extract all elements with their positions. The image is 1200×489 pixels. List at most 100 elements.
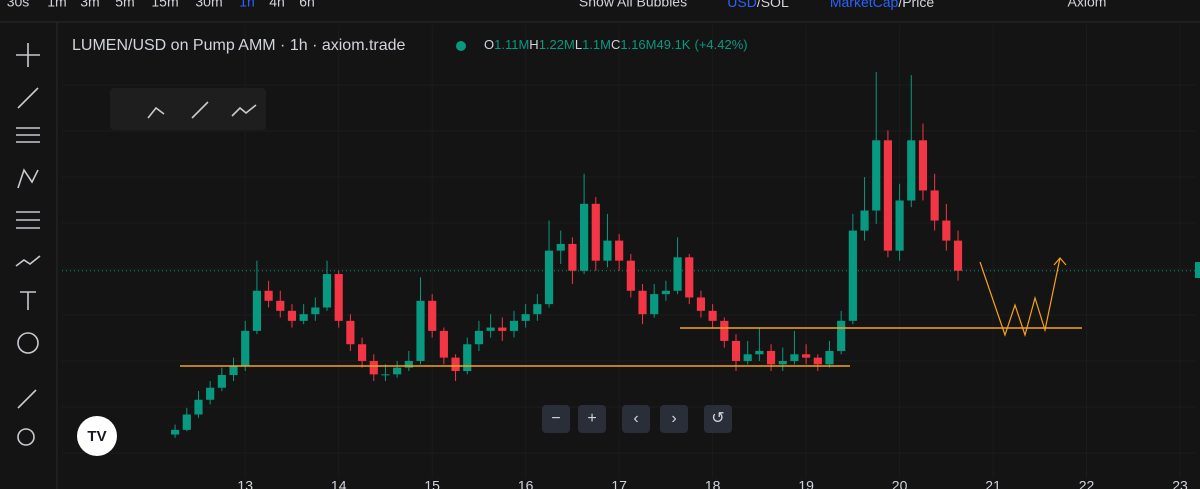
control-button[interactable]	[704, 405, 732, 433]
emoji-tool[interactable]	[17, 332, 39, 354]
interval-button[interactable]: 30m	[195, 0, 222, 10]
candle-body	[907, 140, 916, 201]
ohlc-label: H	[529, 37, 538, 52]
x-tick-label: 17	[611, 478, 627, 489]
mode-other: Price	[902, 0, 934, 10]
candle-body	[731, 340, 741, 361]
candle-body	[357, 344, 367, 361]
candle-body	[953, 240, 963, 271]
control-label[interactable]: ›	[671, 410, 676, 427]
candle-body	[334, 274, 343, 321]
crosshair-tool[interactable]	[16, 43, 40, 67]
drawings	[180, 257, 1082, 367]
x-tick-label: 19	[798, 478, 814, 489]
mode-toggle[interactable]: MarketCap/Price	[830, 0, 934, 10]
control-button[interactable]	[542, 405, 570, 433]
ohlc-values: O1.11MH1.22ML1.1MC1.16M49.1K (+4.42%)	[484, 37, 748, 52]
candle-body	[883, 140, 893, 251]
control-button[interactable]	[622, 405, 650, 433]
interval-button[interactable]: 15m	[151, 0, 178, 10]
candle-body	[182, 414, 191, 430]
candle-body	[463, 344, 472, 372]
x-tick-label: 21	[985, 478, 1001, 489]
candle-body	[790, 354, 799, 361]
x-tick-label: 22	[1079, 478, 1095, 489]
candle-body	[872, 140, 881, 211]
candle-body	[837, 320, 846, 351]
control-button[interactable]	[578, 405, 606, 433]
candle-body	[942, 220, 951, 241]
candle-body	[848, 230, 857, 321]
legend: LUMEN/USD on Pump AMM · 1h · axiom.trade…	[72, 37, 748, 54]
candle-body	[194, 399, 203, 415]
candle-body	[673, 257, 682, 291]
x-tick-label: 23	[1172, 478, 1188, 489]
candle-body	[217, 375, 226, 388]
candle-body	[252, 290, 261, 331]
drawing-toolbar	[110, 88, 266, 130]
interval-button[interactable]: 4h	[269, 0, 285, 10]
line-tool[interactable]	[17, 87, 39, 109]
candle-body	[474, 330, 484, 345]
interval-button[interactable]: 3m	[80, 0, 99, 10]
candle-body	[580, 203, 589, 271]
currency-active: USD	[727, 0, 757, 10]
zoom-controls: − + ‹ › ↺	[542, 405, 732, 433]
candle-body	[451, 357, 460, 372]
candle-body	[591, 203, 600, 261]
candle-body	[685, 257, 694, 298]
candle-body	[626, 260, 635, 291]
pattern-tool[interactable]	[17, 168, 39, 189]
interval-button[interactable]: 30s	[7, 0, 30, 10]
x-tick-label: 18	[705, 478, 721, 489]
ohlc-value: 1.16M	[620, 37, 656, 52]
control-label[interactable]: −	[551, 410, 560, 427]
candle-body	[802, 354, 811, 358]
interval-button[interactable]: 1h	[239, 0, 255, 10]
candle-body	[860, 210, 869, 231]
ohlc-label: C	[611, 37, 620, 52]
zoom-tool[interactable]	[17, 428, 35, 446]
candle-body	[696, 297, 706, 311]
candle-body	[918, 140, 928, 191]
control-label[interactable]: ‹	[633, 410, 638, 427]
tv-logo[interactable]	[77, 416, 117, 456]
ohlc-label: L	[575, 37, 582, 52]
text-tool[interactable]	[20, 291, 36, 310]
x-tick-label: 15	[424, 478, 440, 489]
candle-body	[544, 250, 554, 305]
candle-body	[381, 374, 390, 376]
currency-toggle[interactable]: USD/SOL	[727, 0, 789, 10]
interval-button[interactable]: 1m	[47, 0, 66, 10]
candle-body	[521, 314, 530, 321]
ohlc-value: 1.22M	[539, 37, 575, 52]
candle-body	[615, 240, 624, 261]
fib-tool[interactable]	[16, 127, 40, 143]
layout-name[interactable]: Axiom	[1068, 0, 1107, 10]
brush-tool[interactable]	[15, 255, 41, 267]
forecast-tool[interactable]	[16, 211, 40, 229]
candle-body	[930, 190, 939, 221]
candle-body	[299, 314, 308, 321]
price-marker	[1195, 262, 1200, 278]
candle-body	[638, 290, 647, 315]
control-label[interactable]: ↺	[711, 410, 724, 427]
candle-body	[708, 310, 717, 321]
candle-body	[241, 330, 250, 366]
projection-path	[979, 257, 1061, 338]
control-button[interactable]	[660, 405, 688, 433]
ruler-tool[interactable]	[17, 389, 37, 409]
x-tick-label: 14	[331, 478, 347, 489]
ohlc-value: 1.1M	[582, 37, 611, 52]
drawing-toolbar-icons[interactable]	[147, 101, 257, 119]
candle-body	[778, 360, 787, 365]
control-label[interactable]: +	[587, 410, 596, 427]
currency-sep: /	[757, 0, 761, 10]
interval-button[interactable]: 5m	[115, 0, 134, 10]
candle-body	[171, 429, 180, 435]
candle-body	[743, 354, 752, 361]
candle-body	[229, 365, 238, 376]
bubbles-toggle[interactable]: Show All Bubbles	[579, 0, 687, 10]
interval-button[interactable]: 6h	[299, 0, 315, 10]
